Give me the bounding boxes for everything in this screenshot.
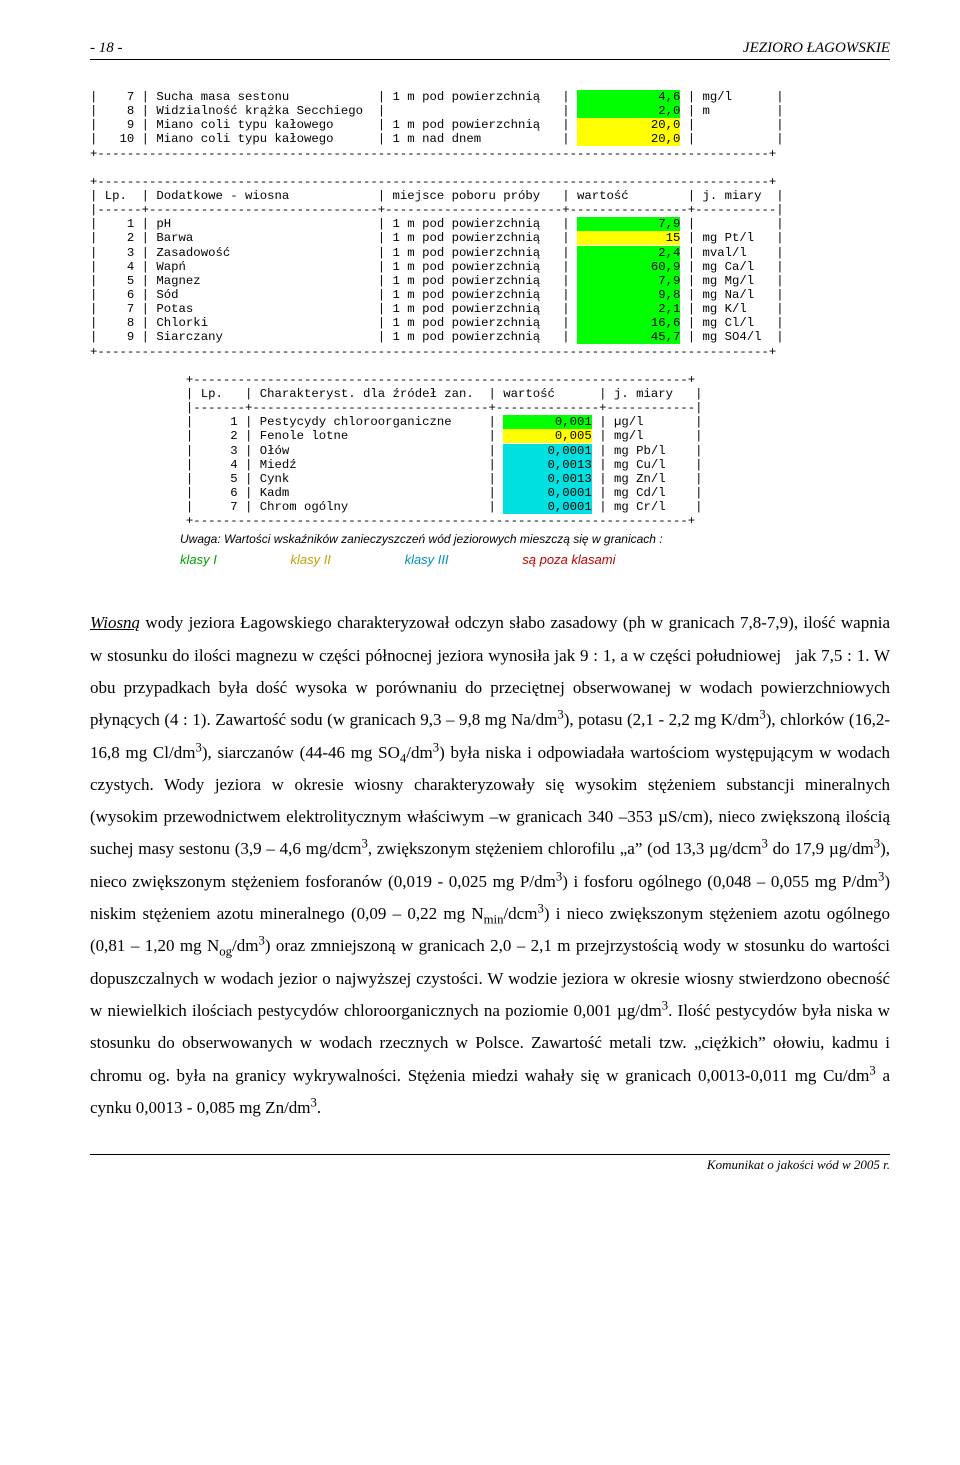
ascii-tables: | 7 | Sucha masa sestonu | 1 m pod powie… — [90, 90, 890, 528]
footer: Komunikat o jakości wód w 2005 r. — [90, 1154, 890, 1173]
body-paragraph: Wiosną wody jeziora Łagowskiego charakte… — [90, 607, 890, 1124]
class-3: klasy III — [405, 552, 449, 567]
header-right: JEZIORO ŁAGOWSKIE — [743, 40, 890, 57]
class-legend: klasy I klasy II klasy III są poza klasa… — [180, 552, 890, 567]
class-2: klasy II — [290, 552, 330, 567]
page-header: - 18 - JEZIORO ŁAGOWSKIE — [90, 40, 890, 60]
class-4: są poza klasami — [522, 552, 615, 567]
note-line: Uwaga: Wartości wskaźników zanieczyszcze… — [180, 532, 890, 546]
header-left: - 18 - — [90, 40, 123, 57]
class-1: klasy I — [180, 552, 217, 567]
